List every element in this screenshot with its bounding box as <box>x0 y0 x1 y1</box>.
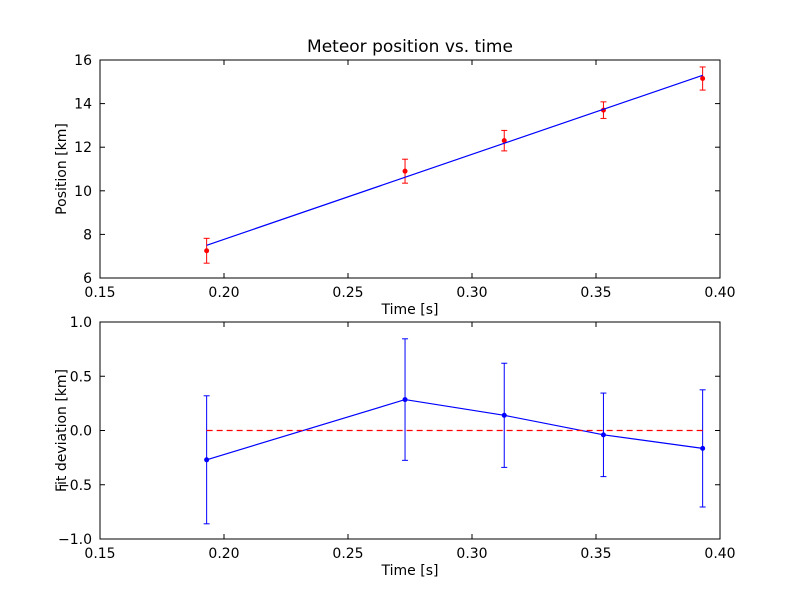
y-axis-label: Fit deviation [km] <box>54 369 70 492</box>
y-tick-label: 1.0 <box>70 315 92 331</box>
x-tick-label: 0.35 <box>580 285 611 301</box>
y-tick-label: 0.5 <box>70 369 92 385</box>
y-tick-label: −0.5 <box>58 478 92 494</box>
data-point <box>204 248 210 254</box>
x-tick-label: 0.20 <box>208 546 239 562</box>
fit-line <box>206 74 703 246</box>
data-point <box>501 412 507 418</box>
y-tick-label: 8 <box>83 227 92 243</box>
y-tick-label: 14 <box>74 97 92 113</box>
series-fit-line <box>206 74 703 246</box>
chart-title: Meteor position vs. time <box>307 37 513 57</box>
y-tick-label: 12 <box>74 140 92 156</box>
x-tick-label: 0.40 <box>704 546 735 562</box>
deviation-panel: 0.15 0.20 0.25 0.30 0.35 0.40 −1.0 −0.5 0.0 0.5 1.… <box>54 315 736 579</box>
y-axis-label: Position [km] <box>54 123 70 215</box>
x-tick-label: 0.15 <box>84 546 115 562</box>
data-point <box>700 445 706 451</box>
x-axis-label: Time [s] <box>381 563 439 579</box>
position-panel: 0.15 0.20 0.25 0.30 0.35 0.40 6 8 10 12 14 16 Time [… <box>54 37 736 318</box>
data-point <box>600 432 606 438</box>
data-point <box>204 457 210 463</box>
data-point <box>402 397 408 403</box>
plot-frame <box>99 59 721 279</box>
x-tick-label: 0.20 <box>208 285 239 301</box>
y-tick-label: 16 <box>74 53 92 69</box>
y-tick-label: 10 <box>74 184 92 200</box>
x-tick-label: 0.30 <box>456 546 487 562</box>
x-tick-label: 0.25 <box>332 546 363 562</box>
x-tick-label: 0.15 <box>84 285 115 301</box>
x-tick-label: 0.25 <box>332 285 363 301</box>
x-tick-label: 0.35 <box>580 546 611 562</box>
data-point <box>402 168 408 174</box>
y-tick-label: 6 <box>83 271 92 287</box>
x-axis-label: Time [s] <box>381 302 439 318</box>
x-tick-label: 0.30 <box>456 285 487 301</box>
x-tick-label: 0.40 <box>704 285 735 301</box>
series-errorbar-line <box>203 338 706 525</box>
data-point <box>501 138 507 144</box>
y-tick-label: 0.0 <box>70 424 92 440</box>
data-point <box>700 76 706 82</box>
y-tick-label: −1.0 <box>58 532 92 548</box>
series-errorbar <box>203 66 706 264</box>
